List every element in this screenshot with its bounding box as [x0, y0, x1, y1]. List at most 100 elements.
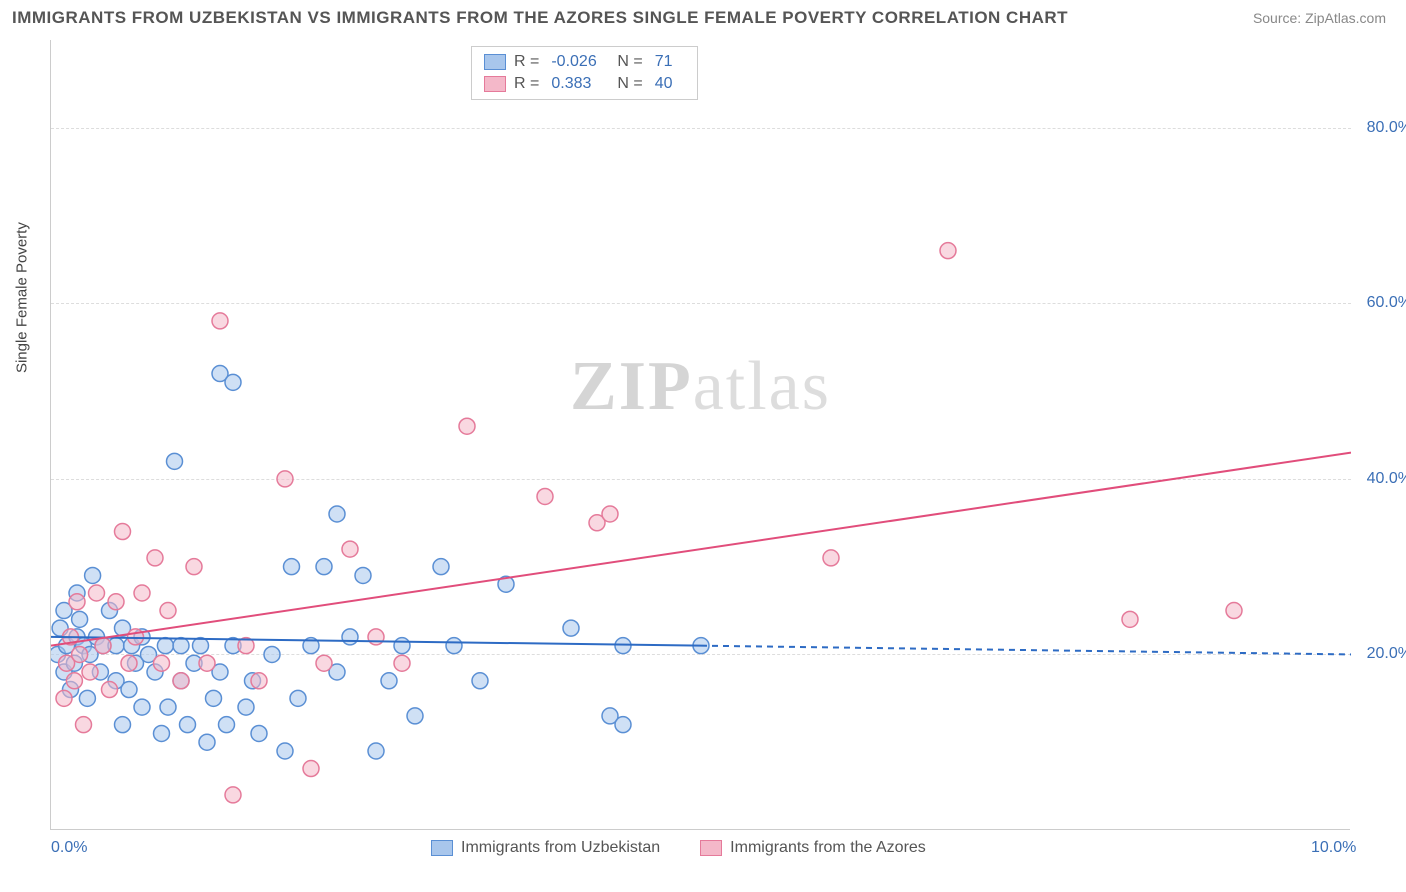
data-point — [72, 611, 88, 627]
data-point — [238, 699, 254, 715]
y-tick-label: 80.0% — [1367, 119, 1406, 137]
data-point — [1226, 603, 1242, 619]
plot-area: ZIPatlas 20.0%40.0%60.0%80.0% 0.0%10.0% … — [50, 40, 1350, 830]
data-point — [823, 550, 839, 566]
data-point — [316, 655, 332, 671]
legend-series-label: Immigrants from the Azores — [730, 839, 926, 857]
data-point — [154, 725, 170, 741]
legend-swatch — [484, 76, 506, 92]
data-point — [602, 506, 618, 522]
data-point — [537, 488, 553, 504]
data-point — [1122, 611, 1138, 627]
data-point — [76, 717, 92, 733]
data-point — [82, 664, 98, 680]
data-point — [219, 717, 235, 733]
data-point — [157, 638, 173, 654]
trend-line — [51, 453, 1351, 646]
y-tick-label: 20.0% — [1367, 645, 1406, 663]
data-point — [342, 629, 358, 645]
data-point — [193, 638, 209, 654]
data-point — [180, 717, 196, 733]
y-tick-label: 60.0% — [1367, 294, 1406, 312]
data-point — [940, 243, 956, 259]
legend-swatch — [484, 54, 506, 70]
data-point — [225, 787, 241, 803]
data-point — [251, 673, 267, 689]
data-point — [154, 655, 170, 671]
y-tick-label: 40.0% — [1367, 470, 1406, 488]
legend-r-value: -0.026 — [551, 53, 601, 71]
title-bar: IMMIGRANTS FROM UZBEKISTAN VS IMMIGRANTS… — [0, 0, 1406, 32]
legend-row: R = -0.026 N = 71 — [484, 51, 685, 73]
data-point — [459, 418, 475, 434]
data-point — [167, 453, 183, 469]
legend-n-label: N = — [617, 75, 642, 93]
data-point — [251, 725, 267, 741]
legend-swatch — [700, 840, 722, 856]
data-point — [72, 646, 88, 662]
legend-series: Immigrants from Uzbekistan Immigrants fr… — [431, 839, 926, 857]
data-point — [368, 743, 384, 759]
y-axis-label: Single Female Poverty — [14, 222, 31, 373]
legend-r-label: R = — [514, 53, 539, 71]
data-point — [134, 585, 150, 601]
data-point — [66, 673, 82, 689]
data-point — [56, 690, 72, 706]
legend-row: R = 0.383 N = 40 — [484, 73, 685, 95]
data-point — [446, 638, 462, 654]
data-point — [615, 717, 631, 733]
data-point — [290, 690, 306, 706]
legend-item: Immigrants from Uzbekistan — [431, 839, 660, 857]
data-point — [173, 673, 189, 689]
data-point — [160, 699, 176, 715]
data-point — [160, 603, 176, 619]
source-label: Source: ZipAtlas.com — [1253, 10, 1386, 26]
data-point — [85, 567, 101, 583]
data-point — [212, 313, 228, 329]
data-point — [206, 690, 222, 706]
data-point — [121, 655, 137, 671]
data-point — [472, 673, 488, 689]
data-point — [115, 717, 131, 733]
data-point — [121, 682, 137, 698]
data-point — [89, 585, 105, 601]
scatter-plot — [51, 40, 1351, 830]
data-point — [563, 620, 579, 636]
chart-title: IMMIGRANTS FROM UZBEKISTAN VS IMMIGRANTS… — [12, 8, 1068, 28]
data-point — [277, 471, 293, 487]
data-point — [342, 541, 358, 557]
data-point — [186, 559, 202, 575]
legend-r-label: R = — [514, 75, 539, 93]
legend-n-value: 71 — [655, 53, 685, 71]
data-point — [79, 690, 95, 706]
trend-line-extrapolated — [701, 646, 1351, 655]
legend-n-value: 40 — [655, 75, 685, 93]
data-point — [303, 761, 319, 777]
data-point — [355, 567, 371, 583]
data-point — [433, 559, 449, 575]
data-point — [277, 743, 293, 759]
x-tick-label: 0.0% — [51, 839, 87, 857]
data-point — [394, 638, 410, 654]
data-point — [381, 673, 397, 689]
data-point — [108, 594, 124, 610]
legend-r-value: 0.383 — [551, 75, 601, 93]
legend-series-label: Immigrants from Uzbekistan — [461, 839, 660, 857]
data-point — [95, 638, 111, 654]
data-point — [134, 699, 150, 715]
data-point — [329, 506, 345, 522]
legend-swatch — [431, 840, 453, 856]
data-point — [407, 708, 423, 724]
data-point — [394, 655, 410, 671]
chart-container: Single Female Poverty ZIPatlas 20.0%40.0… — [50, 40, 1390, 840]
data-point — [264, 646, 280, 662]
data-point — [368, 629, 384, 645]
data-point — [284, 559, 300, 575]
data-point — [173, 638, 189, 654]
legend-n-label: N = — [617, 53, 642, 71]
data-point — [199, 734, 215, 750]
legend-item: Immigrants from the Azores — [700, 839, 926, 857]
data-point — [316, 559, 332, 575]
data-point — [199, 655, 215, 671]
data-point — [115, 524, 131, 540]
